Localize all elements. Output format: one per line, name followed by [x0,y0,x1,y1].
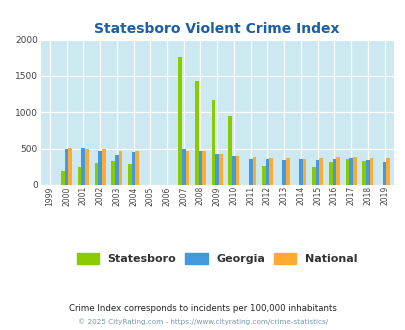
Bar [345,159,348,185]
Bar [81,148,85,185]
Bar [269,158,272,185]
Bar [235,156,239,185]
Bar [198,151,202,185]
Bar [94,163,98,185]
Bar [348,158,352,185]
Bar [248,159,252,185]
Bar [302,158,306,185]
Bar [185,151,189,185]
Bar [215,154,219,185]
Bar [265,159,269,185]
Bar [85,148,89,185]
Bar [131,152,135,185]
Bar [285,158,289,185]
Bar [194,81,198,185]
Bar [78,167,81,185]
Legend: Statesboro, Georgia, National: Statesboro, Georgia, National [72,248,361,269]
Bar [335,157,339,185]
Bar [361,161,365,185]
Bar [118,151,122,185]
Bar [382,162,386,185]
Bar [328,162,332,185]
Bar [281,160,285,185]
Bar [135,151,139,185]
Bar [365,160,369,185]
Bar [111,161,115,185]
Bar [252,157,256,185]
Bar [311,167,315,185]
Bar [319,158,322,185]
Bar [211,100,215,185]
Bar [202,151,205,185]
Bar [61,171,64,185]
Bar [232,156,235,185]
Bar [386,158,389,185]
Bar [228,116,232,185]
Bar [352,157,356,185]
Bar [178,57,181,185]
Title: Statesboro Violent Crime Index: Statesboro Violent Crime Index [94,22,339,36]
Bar [102,149,105,185]
Text: Crime Index corresponds to incidents per 100,000 inhabitants: Crime Index corresponds to incidents per… [69,304,336,313]
Bar [261,166,265,185]
Bar [369,158,373,185]
Bar [64,148,68,185]
Bar [332,159,335,185]
Bar [98,151,102,185]
Bar [315,159,319,185]
Bar [128,164,131,185]
Bar [181,149,185,185]
Bar [68,148,72,185]
Text: © 2025 CityRating.com - https://www.cityrating.com/crime-statistics/: © 2025 CityRating.com - https://www.city… [78,318,327,325]
Bar [298,158,302,185]
Bar [115,155,118,185]
Bar [219,154,222,185]
